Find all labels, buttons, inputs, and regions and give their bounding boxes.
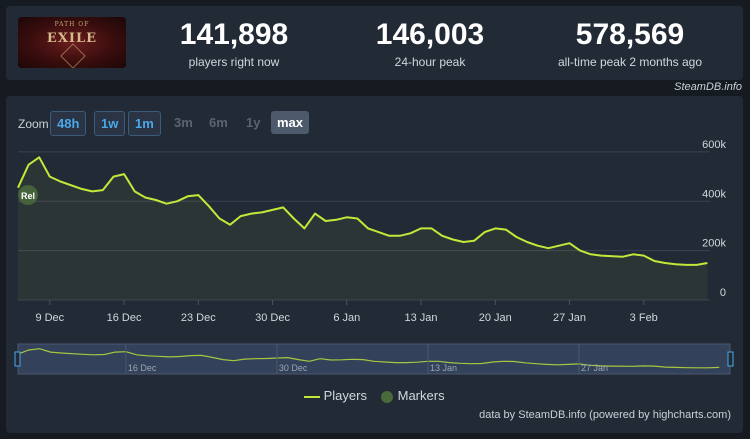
x-tick-label-4: 6 Jan (333, 312, 360, 324)
chart-navigator: 16 Dec 30 Dec 13 Jan 27 Jan (14, 343, 734, 375)
x-tick-label-8: 3 Feb (630, 312, 658, 324)
stat-24h-peak-label: 24-hour peak (394, 55, 466, 69)
stats-panel: PATH OF EXILE 141,898 players right now … (6, 6, 743, 80)
zoom-3m-button[interactable]: 3m (174, 115, 193, 130)
game-logo[interactable]: PATH OF EXILE (18, 17, 126, 68)
stat-alltime-peak-value: 578,569 (575, 18, 685, 51)
x-axis-ticks: 9 Dec 16 Dec 23 Dec 30 Dec 6 Jan 13 Jan 20 Jan… (35, 300, 658, 324)
y-tick-label-1: 200k (702, 238, 726, 250)
stat-players-now: 141,898 players right now (154, 18, 314, 69)
navigator-series-line (17, 348, 720, 369)
stat-24h-peak: 146,003 24-hour peak (350, 18, 510, 69)
legend-markers-circle-icon (381, 390, 393, 403)
x-tick-label-3: 30 Dec (255, 312, 290, 324)
navigator-left-handle (14, 351, 21, 367)
navigator-label-2: 13 Jan (430, 363, 457, 373)
chart-grid (18, 151, 710, 301)
chart-credit-link[interactable]: data by SteamDB.info (powered by highcha… (479, 409, 731, 421)
navigator-label-1: 30 Dec (279, 363, 308, 373)
players-series-line (17, 156, 708, 266)
navigator-range (17, 343, 731, 375)
marker-label-0: Rel (21, 191, 35, 201)
x-tick-label-1: 16 Dec (107, 312, 142, 324)
zoom-48h-button[interactable]: 48h (50, 111, 87, 136)
navigator-label-0: 16 Dec (128, 363, 157, 373)
chart-markers: Rel (18, 185, 38, 205)
stat-players-now-label: players right now (188, 55, 280, 69)
zoom-1y-button[interactable]: 1y (246, 115, 261, 130)
y-tick-label-3: 600k (702, 139, 726, 151)
stat-alltime-peak: 578,569 all-time peak 2 months ago (540, 18, 720, 69)
players-series-area (18, 157, 708, 300)
legend-players-line-icon (304, 395, 320, 398)
y-tick-label-0: 0 (720, 287, 726, 299)
zoom-max-button[interactable]: max (271, 111, 310, 134)
x-tick-label-0: 9 Dec (35, 312, 64, 324)
legend-item-players[interactable]: Players (304, 388, 367, 403)
x-tick-label-2: 23 Dec (181, 312, 216, 324)
stat-alltime-peak-label: all-time peak 2 months ago (557, 55, 703, 69)
x-tick-label-5: 13 Jan (405, 312, 438, 324)
logo-emblem-icon (60, 43, 86, 68)
zoom-1w-button[interactable]: 1w (94, 111, 126, 136)
navigator-right-handle (727, 351, 734, 367)
legend-players-label: Players (323, 388, 367, 403)
y-axis-ticks: 0 200k 400k 600k (702, 139, 726, 299)
game-logo-subtitle: PATH OF (54, 21, 90, 28)
zoom-label: Zoom (18, 117, 49, 131)
marker-dot-0 (18, 185, 38, 205)
stat-24h-peak-value: 146,003 (375, 18, 485, 51)
zoom-1m-button[interactable]: 1m (128, 111, 161, 136)
player-count-chart[interactable]: 0 200k 400k 600k 9 Dec 16 Dec 23 Dec 30 Dec 6 J… (6, 96, 743, 433)
stat-players-now-value: 141,898 (179, 18, 289, 51)
game-logo-title: EXILE (46, 31, 98, 46)
x-tick-label-6: 20 Jan (479, 312, 512, 324)
steamdb-brand-link[interactable]: SteamDB.info (674, 81, 742, 93)
navigator-label-3: 27 Jan (581, 363, 608, 373)
x-tick-label-7: 27 Jan (553, 312, 586, 324)
zoom-6m-button[interactable]: 6m (209, 115, 228, 130)
legend-item-markers[interactable]: Markers (380, 388, 445, 404)
chart-panel: Zoom 48h 1w 1m 3m 6m 1y max 0 200k 400k 600… (6, 96, 743, 433)
legend-markers-label: Markers (397, 388, 445, 403)
y-tick-label-2: 400k (702, 188, 726, 200)
